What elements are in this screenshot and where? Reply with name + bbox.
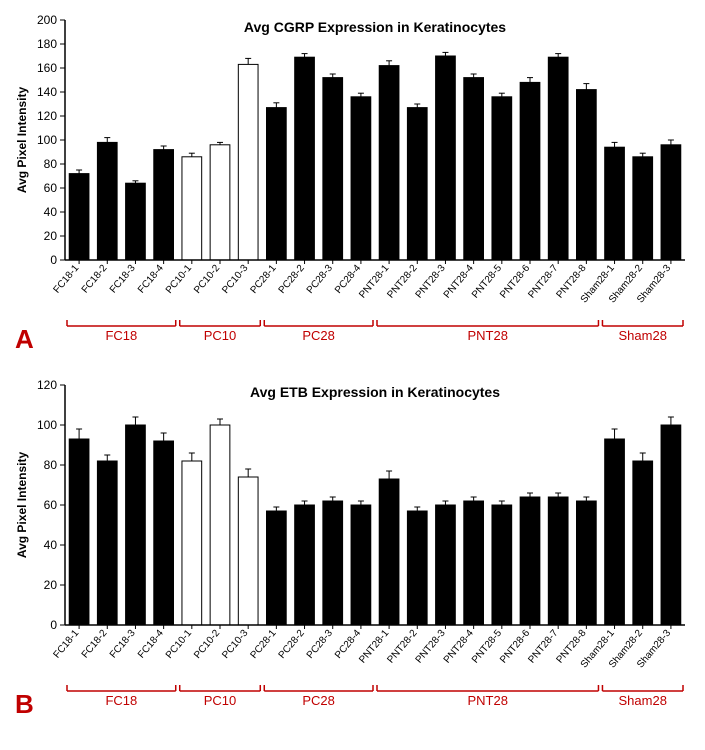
svg-text:100: 100	[37, 133, 57, 147]
svg-text:PC28-1: PC28-1	[248, 263, 279, 296]
svg-text:FC18-2: FC18-2	[80, 263, 110, 296]
svg-text:FC18-3: FC18-3	[108, 628, 138, 661]
svg-text:FC18-1: FC18-1	[52, 628, 82, 661]
svg-text:PC28-2: PC28-2	[277, 628, 308, 661]
svg-text:60: 60	[44, 181, 58, 195]
svg-text:FC18-1: FC18-1	[52, 263, 82, 296]
svg-text:40: 40	[44, 538, 58, 552]
svg-text:PC28-3: PC28-3	[305, 263, 336, 296]
svg-text:0: 0	[50, 618, 57, 632]
svg-text:Avg Pixel Intensity: Avg Pixel Intensity	[15, 87, 29, 194]
svg-text:PC28-1: PC28-1	[248, 628, 279, 661]
svg-text:PC28-2: PC28-2	[277, 263, 308, 296]
svg-text:80: 80	[44, 458, 58, 472]
svg-text:Avg ETB Expression in Keratino: Avg ETB Expression in Keratinocytes	[250, 384, 500, 400]
svg-text:0: 0	[50, 253, 57, 267]
svg-text:60: 60	[44, 498, 58, 512]
svg-text:20: 20	[44, 229, 58, 243]
svg-text:PC10-2: PC10-2	[192, 263, 223, 296]
svg-text:PC28: PC28	[302, 693, 335, 708]
svg-text:PNT28: PNT28	[467, 328, 507, 343]
svg-text:FC18: FC18	[105, 328, 137, 343]
svg-text:120: 120	[37, 378, 57, 392]
chart-a: 020406080100120140160180200FC18-1FC18-2F…	[10, 10, 695, 350]
svg-text:160: 160	[37, 61, 57, 75]
svg-text:PC28: PC28	[302, 328, 335, 343]
svg-text:PC10-1: PC10-1	[164, 628, 195, 661]
svg-text:Sham28: Sham28	[619, 328, 667, 343]
svg-text:PC10-1: PC10-1	[164, 263, 195, 296]
chart-b-container: 020406080100120FC18-1FC18-2FC18-3FC18-4P…	[10, 375, 695, 720]
svg-text:FC18-2: FC18-2	[80, 628, 110, 661]
svg-text:Avg Pixel Intensity: Avg Pixel Intensity	[15, 452, 29, 559]
svg-text:20: 20	[44, 578, 58, 592]
svg-text:PC10: PC10	[204, 328, 237, 343]
chart-b: 020406080100120FC18-1FC18-2FC18-3FC18-4P…	[10, 375, 695, 715]
svg-text:140: 140	[37, 85, 57, 99]
svg-text:Avg CGRP Expression in Keratin: Avg CGRP Expression in Keratinocytes	[244, 19, 506, 35]
svg-text:40: 40	[44, 205, 58, 219]
panel-a-label: A	[15, 324, 34, 355]
svg-text:PC10-3: PC10-3	[220, 628, 251, 661]
svg-text:PC28-3: PC28-3	[305, 628, 336, 661]
svg-text:FC18: FC18	[105, 693, 137, 708]
svg-text:PC10-2: PC10-2	[192, 628, 223, 661]
svg-text:120: 120	[37, 109, 57, 123]
svg-text:FC18-3: FC18-3	[108, 263, 138, 296]
svg-text:FC18-4: FC18-4	[136, 628, 166, 661]
svg-text:PNT28: PNT28	[467, 693, 507, 708]
svg-text:Sham28: Sham28	[619, 693, 667, 708]
svg-text:PC10-3: PC10-3	[220, 263, 251, 296]
panel-b-label: B	[15, 689, 34, 720]
svg-text:180: 180	[37, 37, 57, 51]
svg-text:100: 100	[37, 418, 57, 432]
svg-text:PC10: PC10	[204, 693, 237, 708]
svg-text:200: 200	[37, 13, 57, 27]
svg-text:80: 80	[44, 157, 58, 171]
svg-text:FC18-4: FC18-4	[136, 263, 166, 296]
chart-a-container: 020406080100120140160180200FC18-1FC18-2F…	[10, 10, 695, 355]
